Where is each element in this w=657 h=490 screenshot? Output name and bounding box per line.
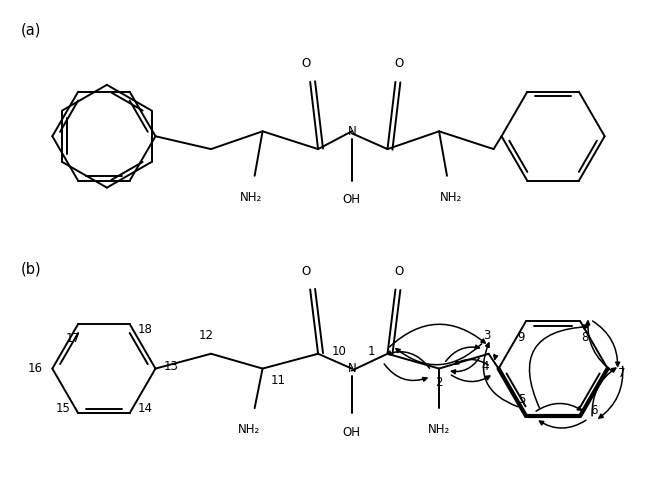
Text: NH₂: NH₂	[238, 423, 260, 436]
Text: 6: 6	[590, 404, 598, 417]
Text: OH: OH	[343, 426, 361, 439]
Text: 18: 18	[137, 322, 152, 336]
Text: 15: 15	[55, 402, 70, 415]
Text: N: N	[348, 125, 356, 138]
Text: 9: 9	[517, 331, 524, 344]
Text: 12: 12	[198, 329, 214, 342]
Text: 3: 3	[483, 329, 490, 342]
Text: 16: 16	[28, 362, 43, 375]
Text: OH: OH	[343, 193, 361, 206]
Text: N: N	[348, 362, 356, 375]
Text: 10: 10	[332, 345, 347, 358]
Text: O: O	[302, 57, 311, 70]
Text: (a): (a)	[20, 23, 41, 38]
Text: 17: 17	[66, 332, 81, 345]
Text: 11: 11	[271, 373, 286, 387]
Text: 2: 2	[436, 376, 443, 390]
Text: NH₂: NH₂	[440, 191, 462, 204]
Text: 8: 8	[581, 331, 589, 344]
Text: NH₂: NH₂	[240, 191, 261, 204]
Text: 4: 4	[481, 360, 489, 373]
Text: 1: 1	[368, 345, 376, 358]
Text: 13: 13	[164, 360, 178, 373]
Text: O: O	[302, 265, 311, 278]
Text: O: O	[395, 57, 404, 70]
Text: 7: 7	[618, 367, 625, 380]
Text: (b): (b)	[20, 262, 41, 277]
Text: 5: 5	[518, 393, 526, 406]
Text: 14: 14	[137, 402, 152, 415]
Text: O: O	[395, 265, 404, 278]
Text: NH₂: NH₂	[428, 423, 450, 436]
